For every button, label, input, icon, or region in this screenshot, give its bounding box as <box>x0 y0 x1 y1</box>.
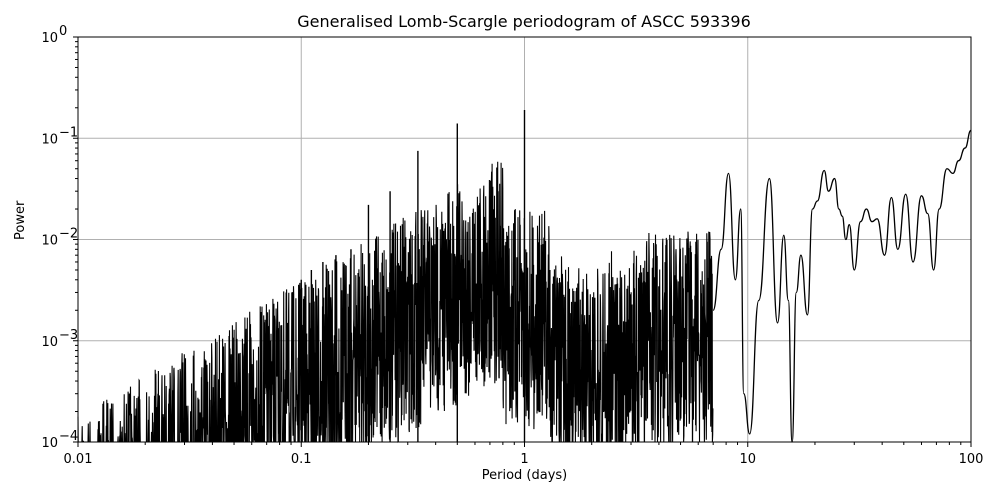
x-tick-label: 0.1 <box>291 452 312 467</box>
y-tick-label: 10 <box>41 436 58 451</box>
y-tick-exponent: −4 <box>59 429 78 444</box>
x-tick-label: 10 <box>739 452 756 467</box>
x-axis-label: Period (days) <box>481 468 568 483</box>
y-tick-exponent: −2 <box>59 227 78 242</box>
x-tick-label: 0.01 <box>64 452 93 467</box>
y-tick-label: 10 <box>41 132 58 147</box>
y-tick-label: 10 <box>41 234 58 249</box>
y-tick-exponent: −1 <box>59 125 78 140</box>
y-tick-label: 10 <box>41 335 58 350</box>
x-tick-label: 100 <box>959 452 984 467</box>
x-tick-label: 1 <box>520 452 528 467</box>
chart-title: Generalised Lomb-Scargle periodogram of … <box>297 12 751 31</box>
periodogram-tail-line <box>712 129 972 443</box>
periodogram-noise-line <box>77 161 714 443</box>
y-tick-exponent: −3 <box>59 328 78 343</box>
y-tick-exponent: 0 <box>59 24 67 39</box>
y-tick-label: 10 <box>41 31 58 46</box>
